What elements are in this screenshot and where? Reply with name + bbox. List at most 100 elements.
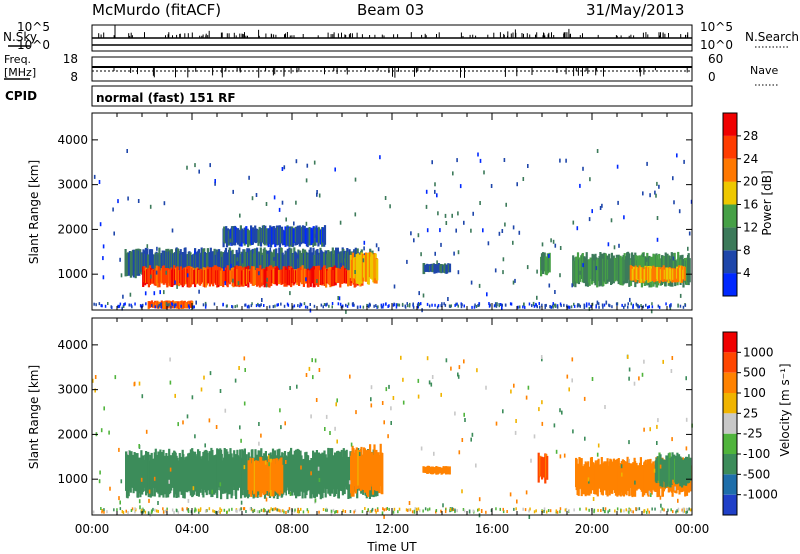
power-ground-cell — [416, 303, 419, 307]
velocity-scatter-cell — [147, 511, 150, 516]
power-scatter-cell — [379, 155, 381, 160]
velocity-ground-cell — [383, 508, 385, 512]
power-colorbar-tick-label: 28 — [743, 129, 758, 143]
velocity-ground-cell — [593, 508, 596, 512]
velocity-cell — [626, 456, 629, 491]
power-ground-cell — [128, 303, 130, 307]
velocity-scatter-cell — [279, 408, 281, 413]
velocity-ground-cell — [127, 511, 129, 514]
velocity-scatter-cell — [186, 414, 189, 419]
velocity-cell — [135, 453, 138, 492]
velocity-scatter-cell — [318, 368, 321, 372]
velocity-ground-cell — [643, 510, 645, 514]
velocity-scatter-cell — [305, 373, 308, 377]
power-scatter-cell — [209, 163, 211, 168]
velocity-ground-cell — [620, 509, 623, 513]
power-cell — [202, 267, 205, 287]
velocity-scatter-cell — [514, 430, 517, 435]
velocity-ground-cell — [682, 507, 685, 511]
velocity-ground-cell — [296, 510, 299, 514]
power-scatter-cell — [459, 184, 462, 189]
power-scatter-cell — [150, 274, 152, 279]
power-scatter-cell — [337, 296, 339, 300]
velocity-scatter-cell — [370, 385, 373, 390]
velocity-ground-cell — [597, 508, 599, 512]
velocity-cell — [128, 450, 131, 491]
velocity-scatter-cell — [98, 479, 101, 484]
velocity-scatter-cell — [525, 490, 528, 495]
velocity-scatter-cell — [662, 359, 664, 364]
velocity-scatter-cell — [515, 419, 517, 423]
power-cell — [232, 267, 235, 288]
velocity-colorbar-swatches: 1000 500 100 25 -25 -100 -500 -1000 — [722, 331, 778, 516]
power-scatter-cell — [512, 280, 515, 285]
power-cell — [290, 226, 293, 246]
velocity-scatter-cell — [266, 491, 269, 496]
nave-tick-high: 60 — [708, 52, 723, 66]
velocity-ground-cell — [142, 510, 144, 514]
velocity-scatter-cell — [674, 486, 676, 491]
power-ground-cell — [287, 303, 290, 307]
velocity-ground-cell — [297, 508, 300, 512]
power-scatter-cell — [452, 171, 454, 176]
power-scatter-cell — [278, 207, 281, 212]
velocity-cell — [442, 466, 446, 474]
power-cell — [301, 265, 304, 283]
power-ground-cell — [500, 303, 502, 306]
velocity-cell — [352, 448, 355, 497]
velocity-scatter-cell — [204, 443, 206, 448]
power-ground-cell — [118, 304, 121, 308]
power-cell — [212, 266, 215, 287]
velocity-colorbar-swatch — [723, 332, 737, 353]
power-scatter-cell — [377, 247, 380, 252]
velocity-scatter-cell — [468, 509, 471, 514]
power-colorbar-tick-label: 12 — [743, 220, 758, 234]
velocity-scatter-cell — [336, 398, 338, 403]
power-ground-cell — [100, 304, 102, 308]
power-ground-cell — [117, 305, 120, 309]
nsearch-label: N.Search — [745, 30, 799, 44]
velocity-scatter-cell — [627, 354, 629, 359]
velocity-x-tick-label: 00:00 — [675, 522, 710, 536]
velocity-ground-cell — [600, 509, 602, 512]
velocity-ground-cell — [513, 507, 515, 511]
power-scatter-cell — [375, 243, 378, 248]
velocity-ground-cell — [103, 510, 105, 514]
velocity-ground-cell — [134, 510, 136, 514]
velocity-scatter-cell — [169, 380, 172, 385]
power-scatter-cell — [339, 220, 342, 225]
velocity-ground-cell — [262, 509, 265, 513]
power-ground-cell — [528, 302, 531, 306]
power-scatter-cell — [601, 203, 603, 208]
velocity-cell — [344, 450, 347, 487]
velocity-scatter-cell — [296, 384, 298, 389]
power-ground-cell — [382, 305, 384, 309]
power-scatter-cell — [258, 271, 260, 276]
power-ground-cell — [505, 303, 507, 307]
power-cell — [339, 251, 342, 275]
power-scatter-cell — [582, 166, 584, 171]
power-cell — [175, 247, 178, 278]
velocity-cell — [611, 461, 614, 494]
velocity-ground-cell — [646, 508, 649, 512]
power-scatter-cell — [434, 251, 436, 256]
power-ground-cell — [160, 305, 162, 309]
velocity-cell — [292, 459, 295, 491]
velocity-ground-cell — [522, 507, 524, 511]
velocity-ground-cell — [515, 507, 517, 511]
power-scatter-cell — [658, 184, 660, 189]
power-cell — [254, 228, 257, 244]
velocity-scatter-cell — [350, 442, 353, 447]
power-y-tick-label: 4000 — [57, 133, 88, 147]
velocity-scatter-cell — [571, 357, 574, 362]
velocity-scatter-cell — [475, 463, 477, 468]
power-ground-cell — [188, 304, 190, 308]
velocity-ground-cell — [219, 510, 221, 514]
velocity-scatter-cell — [677, 498, 679, 503]
velocity-scatter-cell — [390, 406, 392, 411]
velocity-ground-cell — [648, 510, 650, 514]
power-ground-cell — [519, 305, 521, 309]
power-ground-cell — [157, 305, 159, 309]
power-scatter-cell — [617, 200, 619, 205]
power-scatter-cell — [436, 193, 438, 198]
